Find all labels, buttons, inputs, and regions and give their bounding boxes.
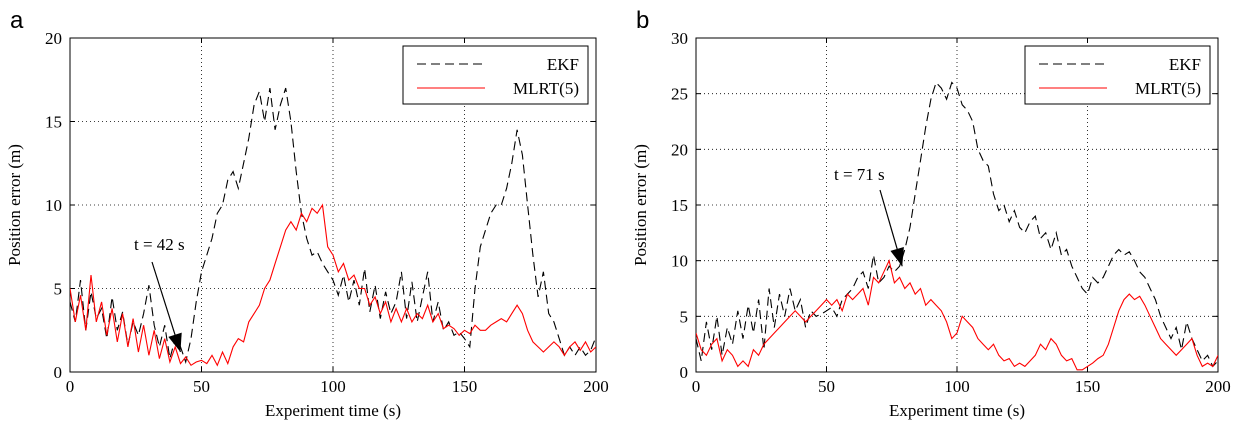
chart-panel-b: b 0 50 100 150 200 0 5 10 15 20 25 30 Experiment time…: [631, 7, 1231, 420]
y-tick-label: 20: [45, 29, 62, 48]
x-tick-label: 0: [66, 377, 75, 396]
x-tick-label: 0: [692, 377, 701, 396]
x-tick-label: 100: [944, 377, 970, 396]
legend-label: EKF: [547, 55, 579, 74]
legend-label: MLRT(5): [513, 79, 579, 98]
y-tick-label: 0: [680, 363, 689, 382]
annotation-label: t = 42 s: [134, 235, 185, 254]
x-tick-label: 50: [193, 377, 210, 396]
series-line-mlrt-5: [696, 259, 1218, 371]
series-line-ekf: [696, 81, 1218, 368]
x-tick-label: 200: [583, 377, 609, 396]
annotation-arrow-head: [890, 246, 904, 267]
x-tick-label: 150: [1075, 377, 1101, 396]
y-tick-label: 0: [54, 363, 63, 382]
x-axis-label: Experiment time (s): [265, 401, 401, 420]
series-line-ekf: [70, 87, 596, 365]
y-tick-label: 20: [671, 140, 688, 159]
y-tick-label: 5: [54, 280, 63, 299]
x-axis-label: Experiment time (s): [889, 401, 1025, 420]
annotation-label: t = 71 s: [834, 165, 885, 184]
y-tick-label: 10: [45, 196, 62, 215]
x-tick-label: 150: [452, 377, 478, 396]
panel-letter: a: [10, 7, 24, 34]
y-tick-label: 30: [671, 29, 688, 48]
panel-letter: b: [636, 7, 649, 34]
y-tick-label: 10: [671, 252, 688, 271]
y-axis-label: Position error (m): [5, 144, 24, 266]
y-tick-label: 15: [45, 113, 62, 132]
y-tick-label: 5: [680, 307, 689, 326]
legend-box: [1024, 45, 1211, 105]
y-tick-label: 25: [671, 85, 688, 104]
y-tick-label: 15: [671, 196, 688, 215]
x-tick-label: 50: [818, 377, 835, 396]
y-axis-label: Position error (m): [631, 144, 650, 266]
chart-panel-a: a 0 50 100 150 200 0 5 10 15 20 Experiment time (s)…: [5, 7, 609, 420]
legend-label: EKF: [1169, 55, 1201, 74]
x-tick-label: 100: [320, 377, 346, 396]
legend-box: [402, 45, 589, 105]
legend-label: MLRT(5): [1135, 79, 1201, 98]
series-line-mlrt-5: [70, 203, 596, 367]
annotation-arrow-head: [168, 332, 182, 352]
x-tick-label: 200: [1205, 377, 1231, 396]
